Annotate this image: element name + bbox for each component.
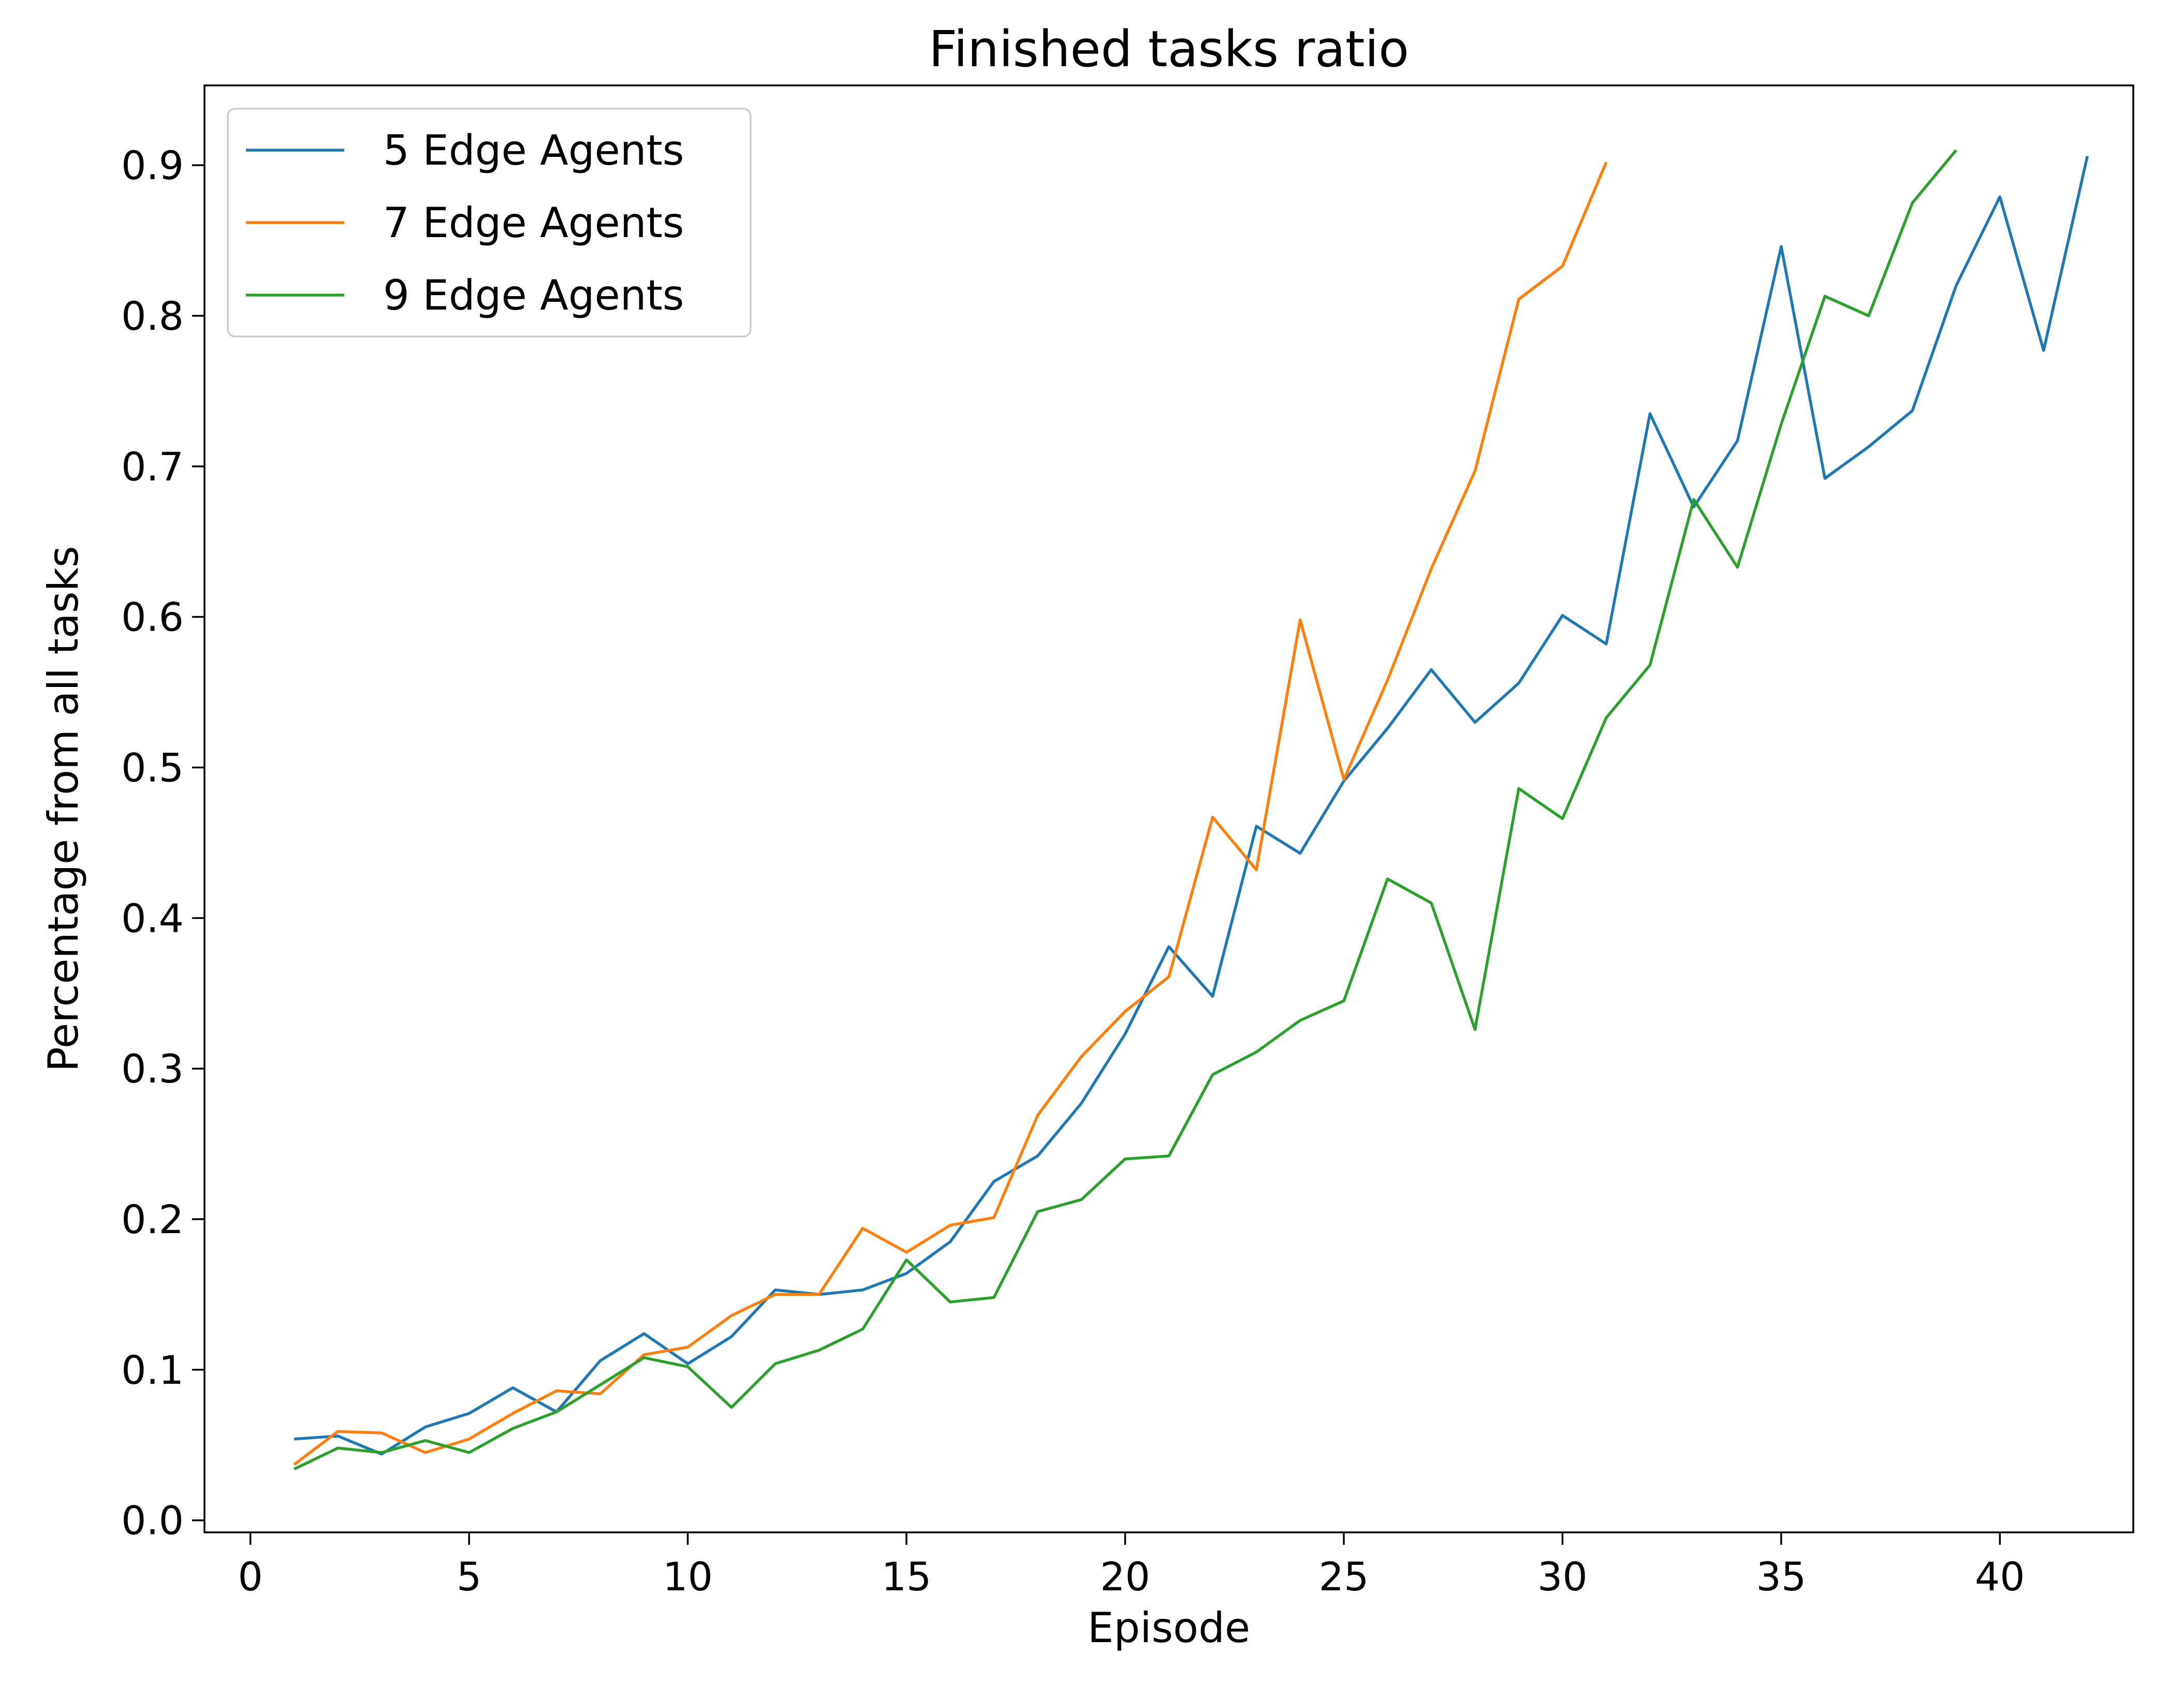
- series-line-3: [294, 149, 1957, 1471]
- x-tick-label: 5: [457, 1554, 481, 1600]
- y-tick-label: 0.4: [121, 895, 184, 941]
- y-tick-label: 0.1: [121, 1347, 184, 1393]
- legend: 5 Edge Agents 7 Edge Agents 9 Edge Agents: [227, 108, 752, 338]
- x-tick-label: 15: [882, 1554, 932, 1600]
- legend-label: 7 Edge Agents: [383, 199, 684, 247]
- chart-title: Finished tasks ratio: [929, 20, 1409, 78]
- y-tick-label: 0.3: [121, 1046, 184, 1092]
- x-tick-label: 25: [1319, 1554, 1369, 1600]
- x-tick-label: 20: [1100, 1554, 1150, 1600]
- series-layer: [293, 149, 2089, 1471]
- x-tick-label: 30: [1537, 1554, 1588, 1600]
- x-tick-label: 35: [1756, 1554, 1806, 1600]
- x-axis-label: Episode: [1088, 1604, 1250, 1652]
- x-axis-ticks: 0 5 10 15 20 25 30 35 40: [238, 1532, 2025, 1600]
- y-tick-label: 0.0: [121, 1498, 184, 1544]
- legend-label: 9 Edge Agents: [383, 271, 684, 319]
- legend-box: [227, 108, 752, 338]
- y-tick-label: 0.8: [121, 293, 184, 339]
- legend-label: 5 Edge Agents: [383, 126, 684, 174]
- series-line-1: [294, 156, 2089, 1456]
- x-tick-label: 0: [238, 1554, 263, 1600]
- series-line-2: [293, 162, 1608, 1466]
- x-tick-label: 40: [1975, 1554, 2025, 1600]
- y-tick-label: 0.7: [121, 444, 184, 490]
- y-axis-label: Percentage from all tasks: [39, 546, 87, 1072]
- x-tick-label: 10: [663, 1554, 713, 1600]
- y-tick-label: 0.2: [121, 1196, 184, 1242]
- y-tick-label: 0.9: [121, 142, 184, 188]
- y-tick-label: 0.6: [121, 594, 184, 640]
- plot-frame: [203, 84, 2134, 1533]
- y-axis-ticks: 0.0 0.1 0.2 0.3 0.4 0.5 0.6 0.7 0.8 0.9: [121, 142, 204, 1544]
- y-tick-label: 0.5: [121, 745, 184, 791]
